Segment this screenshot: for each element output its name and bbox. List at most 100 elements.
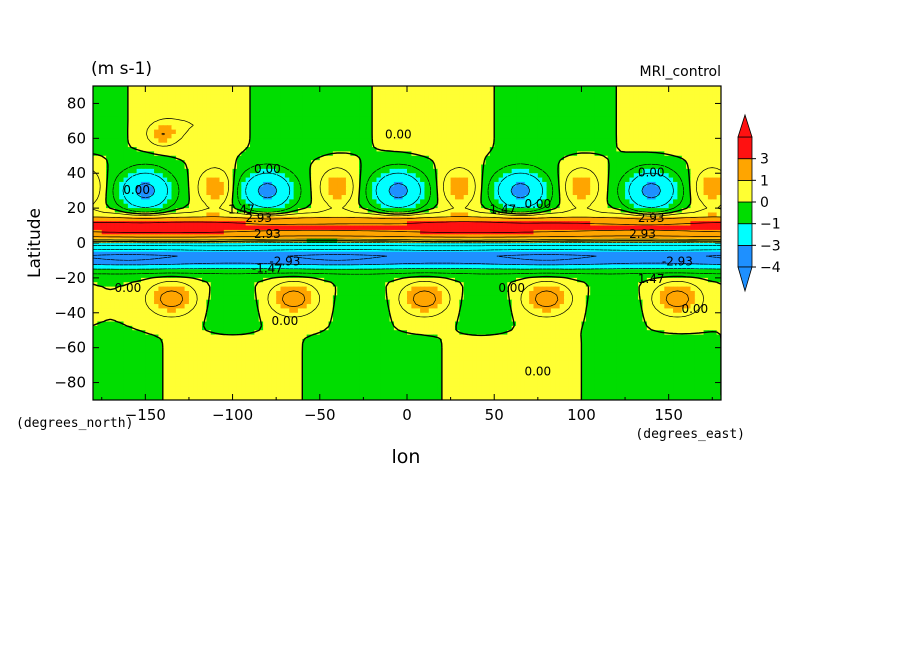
field-cell	[101, 190, 107, 196]
field-cell	[655, 116, 661, 122]
field-cell	[354, 229, 360, 235]
field-cell	[188, 203, 194, 209]
field-cell	[241, 160, 247, 166]
field-cell	[498, 195, 504, 200]
field-cell	[393, 155, 399, 161]
field-cell	[315, 112, 321, 118]
field-cell	[311, 116, 317, 122]
field-cell	[546, 195, 552, 200]
field-cell	[577, 142, 583, 148]
field-cell	[703, 147, 709, 153]
field-cell	[184, 112, 190, 118]
field-cell	[210, 203, 216, 209]
field-cell	[577, 216, 583, 222]
field-cell	[293, 99, 299, 105]
field-cell	[463, 203, 469, 209]
field-cell	[673, 225, 678, 231]
field-cell	[485, 208, 491, 214]
field-cell	[699, 216, 705, 222]
field-cell	[437, 221, 443, 227]
field-cell	[345, 195, 351, 200]
field-cell	[463, 125, 469, 131]
field-cell	[559, 221, 565, 227]
field-cell	[101, 147, 107, 153]
field-cell	[568, 151, 574, 157]
field-cell	[590, 173, 596, 179]
field-cell	[324, 138, 330, 144]
field-cell	[489, 151, 495, 157]
field-cell	[359, 173, 364, 179]
field-cell	[459, 212, 465, 218]
field-cell	[132, 129, 138, 135]
field-cell	[324, 177, 330, 183]
field-cell	[188, 195, 194, 200]
field-cell	[707, 129, 713, 135]
field-cell	[681, 94, 687, 100]
field-cell	[145, 94, 151, 100]
field-cell	[359, 181, 364, 187]
field-cell	[215, 225, 221, 231]
field-cell	[542, 129, 548, 135]
field-cell	[694, 112, 700, 118]
field-cell	[424, 177, 430, 183]
field-cell	[158, 86, 164, 91]
field-cell	[175, 199, 181, 205]
field-cell	[171, 120, 177, 126]
field-cell	[389, 90, 395, 96]
field-cell	[559, 112, 565, 118]
field-cell	[132, 138, 138, 144]
field-cell	[376, 203, 382, 209]
field-cell	[459, 168, 465, 174]
field-cell	[149, 94, 155, 100]
field-cell	[250, 142, 255, 148]
field-cell	[132, 160, 138, 166]
field-cell	[629, 199, 635, 205]
field-cell	[162, 112, 168, 118]
field-cell	[171, 151, 177, 157]
field-cell	[154, 138, 160, 144]
field-cell	[254, 112, 260, 118]
field-cell	[407, 99, 412, 105]
field-cell	[673, 168, 678, 174]
field-cell	[585, 177, 591, 183]
field-cell	[712, 190, 718, 196]
field-cell	[223, 225, 229, 231]
field-cell	[603, 133, 609, 139]
field-cell	[481, 129, 487, 135]
field-cell	[354, 125, 360, 131]
field-cell	[393, 173, 399, 179]
field-cell	[581, 199, 587, 205]
field-cell	[651, 168, 657, 174]
field-cell	[149, 164, 155, 170]
field-cell	[393, 116, 399, 122]
field-cell	[529, 129, 535, 135]
field-cell	[337, 190, 343, 196]
field-cell	[559, 99, 565, 105]
field-cell	[101, 164, 107, 170]
field-cell	[603, 103, 609, 109]
field-cell	[162, 86, 168, 91]
field-cell	[167, 212, 173, 218]
field-cell	[193, 199, 199, 205]
field-cell	[498, 112, 504, 118]
field-cell	[502, 221, 508, 227]
field-cell	[415, 160, 421, 166]
field-cell	[267, 229, 273, 235]
field-cell	[236, 90, 242, 96]
field-cell	[607, 103, 613, 109]
field-cell	[402, 116, 408, 122]
field-cell	[476, 112, 482, 118]
field-cell	[389, 208, 395, 214]
field-cell	[511, 212, 517, 218]
field-cell	[175, 99, 181, 105]
field-cell	[463, 195, 469, 200]
field-cell	[132, 208, 138, 214]
field-cell	[446, 221, 452, 227]
field-cell	[319, 90, 325, 96]
field-cell	[223, 160, 229, 166]
field-cell	[703, 173, 709, 179]
field-cell	[428, 190, 434, 196]
field-cell	[594, 142, 600, 148]
field-cell	[590, 195, 596, 200]
